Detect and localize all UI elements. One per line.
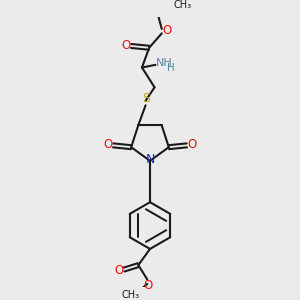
Text: CH₃: CH₃ bbox=[173, 0, 191, 10]
Text: O: O bbox=[144, 279, 153, 292]
Text: N: N bbox=[145, 153, 155, 167]
Text: O: O bbox=[121, 39, 130, 52]
Text: S: S bbox=[142, 92, 151, 106]
Text: H: H bbox=[167, 63, 175, 74]
Text: O: O bbox=[163, 24, 172, 37]
Text: NH: NH bbox=[156, 58, 173, 68]
Text: O: O bbox=[103, 138, 112, 151]
Text: CH₃: CH₃ bbox=[121, 290, 139, 300]
Text: O: O bbox=[188, 138, 197, 151]
Text: O: O bbox=[115, 264, 124, 277]
